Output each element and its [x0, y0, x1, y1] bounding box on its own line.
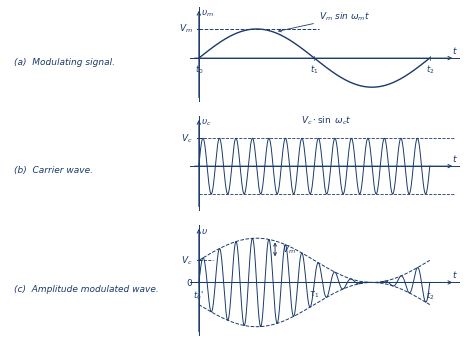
- Text: $t_1$: $t_1$: [310, 64, 319, 76]
- Text: (a)  Modulating signal.: (a) Modulating signal.: [14, 57, 115, 66]
- Text: $V_c$: $V_c$: [182, 132, 193, 145]
- Text: $t_2$: $t_2$: [426, 64, 434, 76]
- Text: $\upsilon_m$: $\upsilon_m$: [201, 9, 214, 19]
- Text: $t_2$: $t_2$: [426, 289, 434, 302]
- Text: $t_0$: $t_0$: [194, 64, 203, 76]
- Text: $V_c \cdot \sin\ \omega_c t$: $V_c \cdot \sin\ \omega_c t$: [301, 115, 351, 127]
- Text: $\upsilon_c$: $\upsilon_c$: [201, 117, 212, 128]
- Text: (b)  Carrier wave.: (b) Carrier wave.: [14, 166, 93, 175]
- Text: $V_m$: $V_m$: [179, 23, 193, 35]
- Text: $t$: $t$: [452, 153, 458, 164]
- Text: $V_c$: $V_c$: [182, 254, 193, 267]
- Text: $\tau_1$: $\tau_1$: [309, 289, 319, 300]
- Text: $t$: $t$: [452, 270, 458, 281]
- Text: $t$: $t$: [452, 45, 458, 56]
- Text: $0$: $0$: [186, 277, 193, 288]
- Text: $\upsilon$: $\upsilon$: [201, 227, 208, 236]
- Text: $V_m$: $V_m$: [282, 243, 296, 256]
- Text: $V_m$ sin $\omega_m t$: $V_m$ sin $\omega_m t$: [279, 11, 370, 32]
- Text: $t_0$': $t_0$': [193, 289, 204, 302]
- Text: (c)  Amplitude modulated wave.: (c) Amplitude modulated wave.: [14, 285, 159, 293]
